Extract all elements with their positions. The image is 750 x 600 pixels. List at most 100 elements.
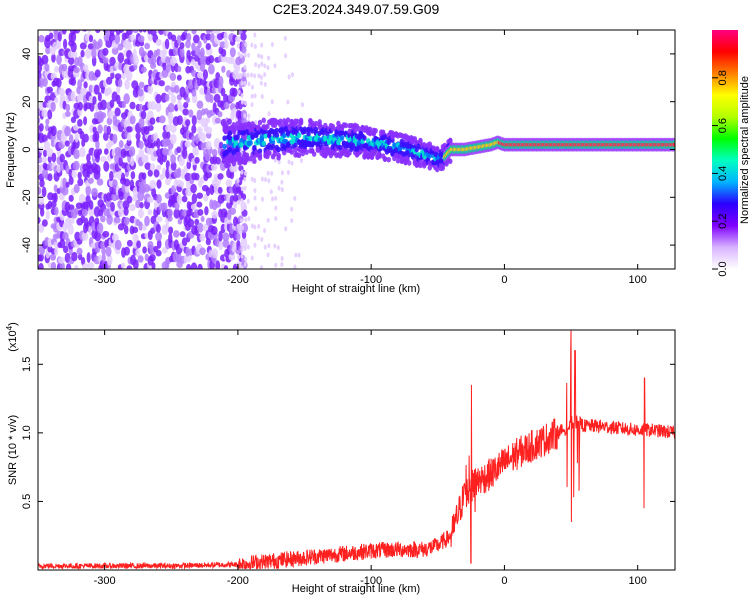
spectrogram-cell	[41, 134, 48, 143]
spectrogram-cell	[158, 115, 166, 124]
spectrogram-cell	[170, 154, 177, 164]
spectrogram-cell	[97, 91, 102, 102]
spectrogram-cell	[197, 208, 204, 216]
spectrogram-cell	[265, 123, 270, 130]
spectrogram-cell	[199, 47, 205, 58]
spectrogram-cell	[70, 41, 77, 53]
spectrogram-cell	[270, 139, 276, 145]
spectrogram-cell	[156, 179, 162, 189]
spectrogram-cell	[330, 125, 335, 132]
spectrogram-cell	[110, 201, 115, 212]
spectrogram-cell	[259, 134, 265, 140]
spectrogram-cell	[44, 63, 50, 72]
spectrogram-cell	[373, 127, 378, 134]
spectrogram-cell	[38, 216, 41, 224]
snr-y-tick-label: 0.5	[21, 494, 33, 509]
spectrogram-cell	[243, 185, 247, 191]
spectrogram-cell	[253, 32, 257, 38]
spectrogram-cell	[45, 210, 50, 221]
spectrogram-cell	[123, 178, 131, 187]
spectrogram-cell	[129, 179, 135, 191]
spectrogram-cell	[164, 192, 171, 199]
spectrogram-cell	[118, 30, 125, 33]
spectrogram-cell	[196, 222, 204, 233]
spectrogram-cell	[222, 143, 227, 150]
spectrogram-cell	[260, 61, 264, 67]
spectrogram-cell	[118, 140, 124, 149]
spectrogram-cell	[220, 48, 227, 57]
spectrogram-cell	[244, 156, 250, 163]
snr-series-line	[38, 330, 675, 570]
spectrogram-cell	[92, 126, 97, 134]
spectrogram-cell	[92, 95, 97, 105]
spectrogram-cell	[240, 80, 244, 86]
spectrogram-cell	[51, 53, 56, 63]
spectrogram-cell	[263, 244, 267, 250]
spectrogram-cell	[287, 74, 291, 80]
spectrogram-cell	[88, 34, 94, 43]
spectrogram-cell	[74, 264, 79, 269]
spectrogram-cell	[139, 103, 144, 112]
spectrogram-cell	[170, 161, 177, 171]
spectrogram-cell	[117, 52, 125, 64]
spectrogram-cell	[276, 245, 280, 251]
spectrogram-cell	[59, 262, 65, 269]
spectrogram-cell	[231, 87, 238, 97]
spectrogram-cell	[179, 180, 185, 188]
spectrogram-cell	[246, 244, 250, 250]
spectrogram-cell	[42, 77, 48, 87]
spectrogram-cell	[240, 246, 244, 252]
spectrogram-cell	[211, 148, 218, 157]
spectrogram-cell	[41, 109, 48, 118]
spectrogram-cell	[101, 247, 106, 255]
spectrogram-cell	[225, 179, 233, 187]
spectrogram-cell	[241, 231, 247, 239]
spectrogram-cell	[199, 233, 206, 242]
spectrogram-cell	[290, 72, 294, 78]
spectrogram-cell	[169, 72, 177, 81]
spectrogram-cell	[126, 265, 133, 269]
spectrogram-cell	[247, 113, 251, 119]
spectrogram-cell	[299, 158, 303, 164]
snr-y-axis-title: SNR (10 * v/v)	[7, 415, 19, 485]
spectrogram-x-tick-label: 0	[501, 274, 507, 286]
spectrogram-cell	[176, 146, 182, 154]
spectrogram-cell	[293, 147, 298, 153]
spectrogram-cell	[280, 256, 284, 262]
spectrogram-cell	[155, 93, 162, 104]
spectrogram-cell	[95, 139, 100, 150]
spectrogram-cell	[183, 30, 188, 34]
spectrogram-cell	[241, 30, 247, 34]
snr-scale-label: (x104)	[5, 322, 19, 352]
spectrogram-cell	[81, 231, 89, 241]
spectrogram-cell	[64, 126, 71, 137]
spectrogram-cell	[227, 130, 233, 136]
spectrogram-cell	[257, 73, 261, 79]
spectrogram-cell	[100, 112, 107, 119]
spectrogram-cell	[382, 134, 388, 140]
spectrogram-cell	[89, 200, 94, 210]
spectrogram-cell	[260, 176, 264, 182]
spectrogram-cell	[191, 124, 197, 134]
spectrogram-cell	[181, 237, 188, 247]
spectrogram-cell	[111, 46, 119, 55]
spectrogram-cell	[167, 215, 173, 222]
spectrogram-cell	[58, 87, 65, 96]
spectrogram-cell	[197, 40, 202, 49]
spectrogram-cell	[114, 107, 121, 117]
spectrogram-cell	[38, 253, 44, 262]
spectrogram-cell	[211, 86, 217, 94]
snr-x-ticks: -300 -200 -100 0 100	[94, 330, 647, 587]
spectrogram-cell	[65, 181, 70, 188]
spectrogram-cell	[237, 51, 241, 57]
spectrogram-cell	[41, 54, 49, 65]
spectrogram-cell	[68, 56, 75, 65]
spectrogram-cell	[243, 245, 247, 251]
spectrogram-cell	[306, 131, 311, 137]
colorbar-tick-label: 0.2	[717, 214, 729, 229]
spectrogram-cell	[93, 84, 100, 95]
colorbar-tick-label: 0.0	[717, 261, 729, 276]
spectrogram-cell	[293, 142, 298, 149]
spectrogram-cell	[191, 49, 197, 57]
